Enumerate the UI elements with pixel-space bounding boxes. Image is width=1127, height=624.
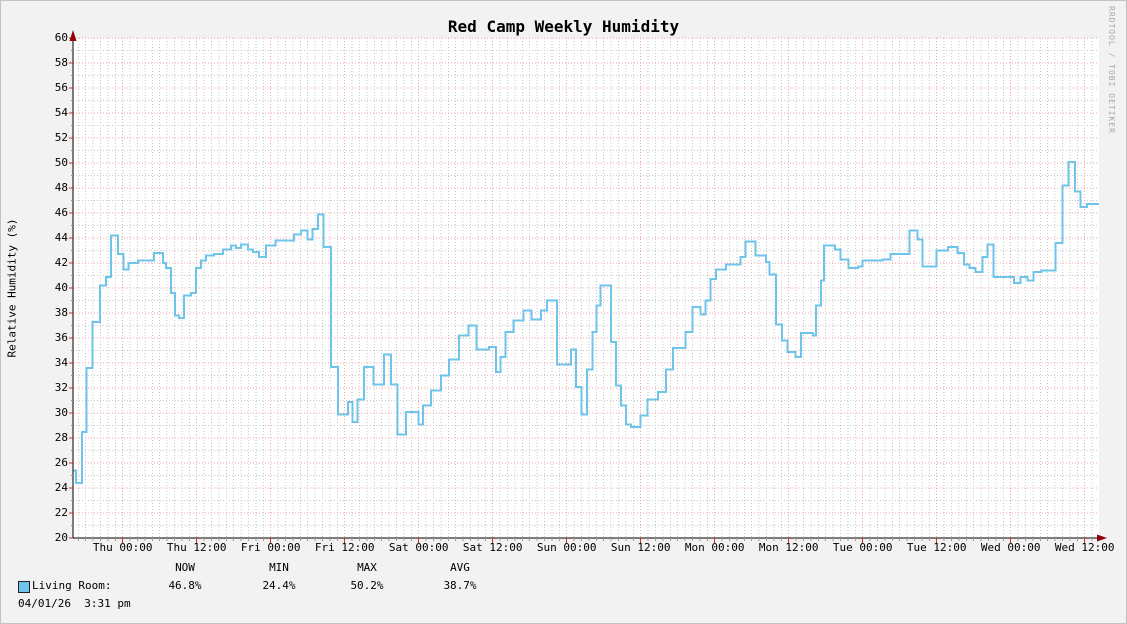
x-tick-label: Tue 00:00 xyxy=(832,541,893,554)
graph-timestamp: 04/01/26 3:31 pm xyxy=(18,597,131,610)
x-tick-label: Wed 00:00 xyxy=(980,541,1041,554)
y-tick-label: 36 xyxy=(54,331,68,344)
legend-header-avg: AVG xyxy=(450,561,470,574)
legend-header-min: MIN xyxy=(269,561,289,574)
legend-value-min: 24.4% xyxy=(262,579,296,592)
y-tick-label: 60 xyxy=(54,31,68,44)
y-tick-label: 44 xyxy=(54,231,68,244)
x-tick-label: Thu 12:00 xyxy=(166,541,227,554)
y-tick-label: 22 xyxy=(54,506,68,519)
y-tick-label: 46 xyxy=(54,206,68,219)
y-tick-label: 58 xyxy=(54,56,68,69)
x-tick-label: Wed 12:00 xyxy=(1054,541,1115,554)
y-tick-label: 50 xyxy=(54,156,68,169)
y-tick-label: 32 xyxy=(54,381,68,394)
y-tick-label: 34 xyxy=(54,356,68,369)
y-tick-label: 48 xyxy=(54,181,68,194)
legend-value-now: 46.8% xyxy=(168,579,202,592)
y-tick-label: 52 xyxy=(54,131,68,144)
y-tick-label: 54 xyxy=(54,106,68,119)
legend-header-now: NOW xyxy=(175,561,195,574)
series-color-swatch xyxy=(18,581,30,593)
y-tick-label: 42 xyxy=(54,256,68,269)
y-tick-label: 40 xyxy=(54,281,68,294)
y-tick-label: 56 xyxy=(54,81,68,94)
y-tick-label: 30 xyxy=(54,406,68,419)
x-tick-label: Thu 00:00 xyxy=(92,541,153,554)
x-tick-label: Tue 12:00 xyxy=(906,541,967,554)
x-tick-label: Fri 12:00 xyxy=(314,541,375,554)
x-tick-label: Fri 00:00 xyxy=(240,541,301,554)
x-tick-label: Sat 12:00 xyxy=(462,541,523,554)
y-tick-label: 20 xyxy=(54,531,68,544)
chart-title: Red Camp Weekly Humidity xyxy=(447,17,680,36)
series-label: Living Room: xyxy=(32,579,112,592)
x-tick-label: Mon 12:00 xyxy=(758,541,819,554)
y-tick-label: 24 xyxy=(54,481,68,494)
x-tick-label: Sun 00:00 xyxy=(536,541,597,554)
x-tick-label: Sun 12:00 xyxy=(610,541,671,554)
y-tick-label: 38 xyxy=(54,306,68,319)
legend-value-avg: 38.7% xyxy=(443,579,477,592)
legend-value-max: 50.2% xyxy=(350,579,384,592)
y-axis-title: Relative Humidity (%) xyxy=(5,218,19,358)
y-tick-label: 28 xyxy=(54,431,68,444)
rrdtool-watermark: RRDTOOL / TOBI OETIKER xyxy=(1107,6,1116,134)
x-tick-label: Mon 00:00 xyxy=(684,541,745,554)
y-tick-label: 26 xyxy=(54,456,68,469)
legend-header-max: MAX xyxy=(357,561,377,574)
x-tick-label: Sat 00:00 xyxy=(388,541,449,554)
